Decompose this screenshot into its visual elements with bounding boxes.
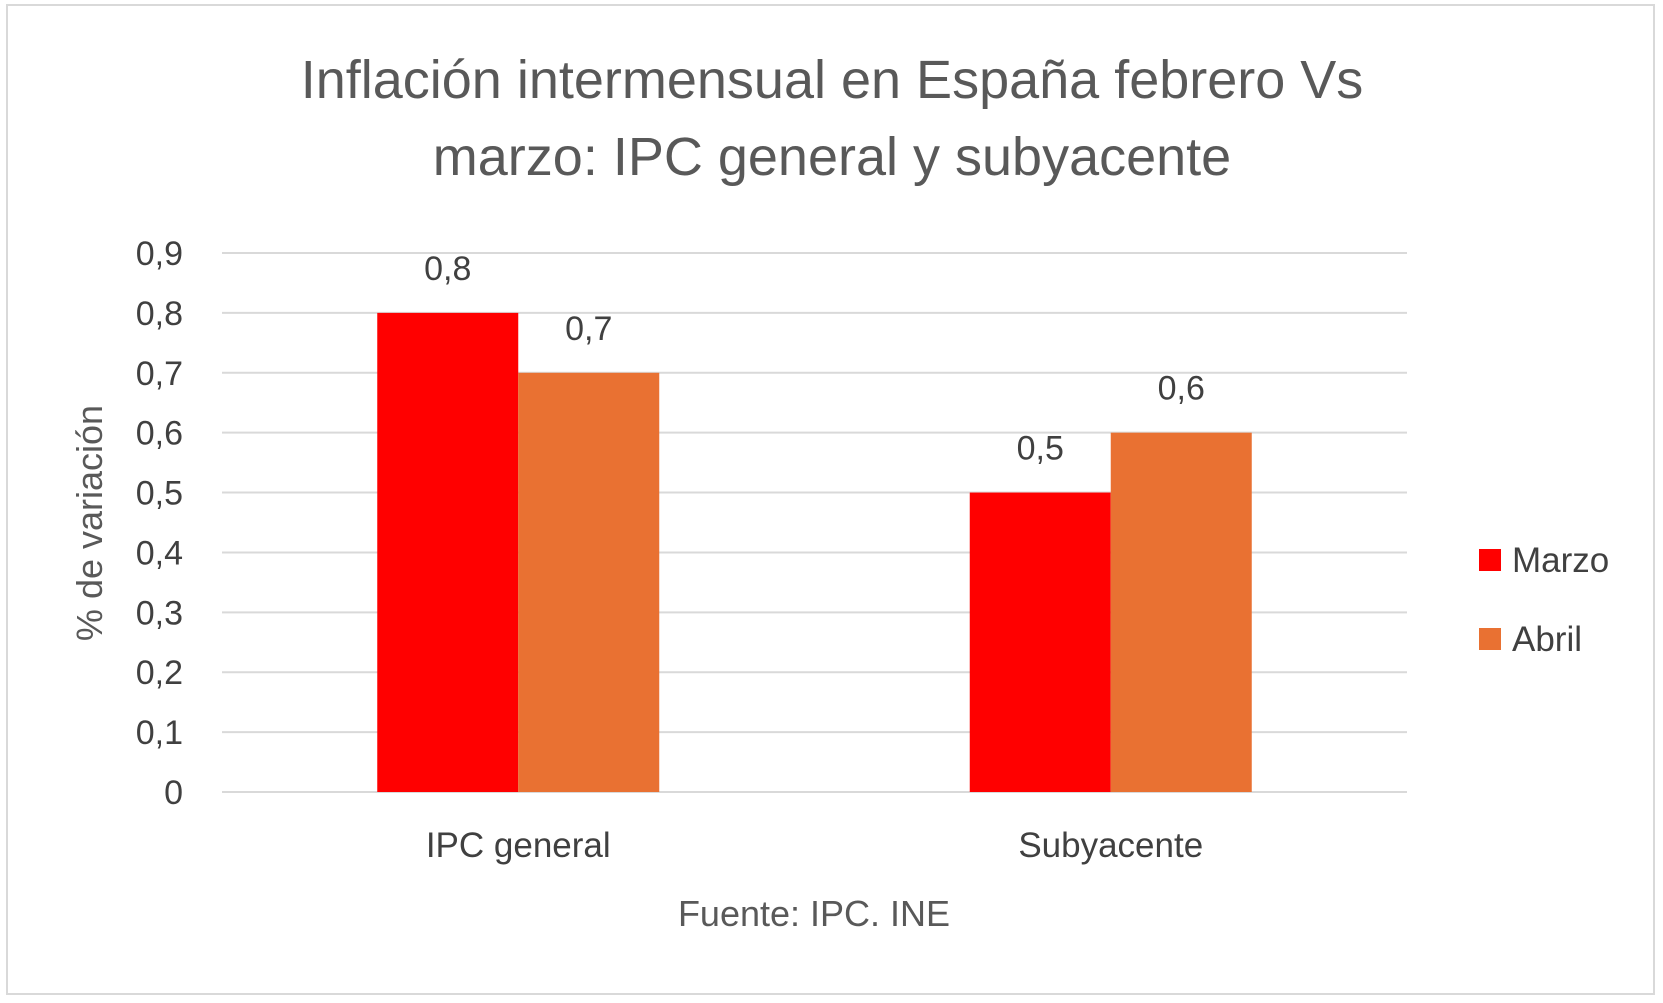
chart-title-line-2: marzo: IPC general y subyacente <box>433 127 1231 187</box>
chart-title-line-1: Inflación intermensual en España febrero… <box>301 50 1364 110</box>
x-axis-title: Fuente: IPC. INE <box>678 893 950 934</box>
bar-abril-1 <box>1110 432 1252 792</box>
y-tick-label: 0,6 <box>136 415 183 453</box>
category-label: IPC general <box>426 826 611 865</box>
y-axis-ticks: 0 0,1 0,2 0,3 0,4 0,5 0,6 0,7 0,8 0,9 <box>136 235 183 812</box>
data-labels: 0,8 0,7 0,5 0,6 <box>424 250 1205 468</box>
legend-swatch-marzo <box>1479 549 1501 571</box>
y-tick-label: 0,8 <box>136 295 183 333</box>
legend-swatch-abril <box>1479 628 1501 650</box>
category-labels: IPC general Subyacente <box>426 826 1203 865</box>
y-tick-label: 0,9 <box>136 235 183 273</box>
bar-marzo-1 <box>969 492 1111 792</box>
bars <box>377 312 1252 792</box>
y-tick-label: 0 <box>164 774 183 812</box>
y-tick-label: 0,3 <box>136 594 183 632</box>
bar-marzo-0 <box>377 312 519 792</box>
y-tick-label: 0,4 <box>136 534 183 572</box>
y-tick-label: 0,2 <box>136 654 183 692</box>
legend-label: Abril <box>1512 620 1582 659</box>
category-label: Subyacente <box>1018 826 1203 865</box>
y-tick-label: 0,1 <box>136 714 183 752</box>
data-label: 0,6 <box>1158 370 1205 408</box>
y-axis-title: % de variación <box>69 405 110 641</box>
data-label: 0,8 <box>424 250 471 288</box>
chart-frame <box>6 4 1655 995</box>
y-tick-label: 0,7 <box>136 355 183 393</box>
data-label: 0,5 <box>1017 430 1064 468</box>
bar-abril-0 <box>518 372 660 792</box>
legend: Marzo Abril <box>1479 541 1609 659</box>
legend-label: Marzo <box>1512 541 1609 580</box>
data-label: 0,7 <box>565 310 612 348</box>
y-tick-label: 0,5 <box>136 475 183 513</box>
